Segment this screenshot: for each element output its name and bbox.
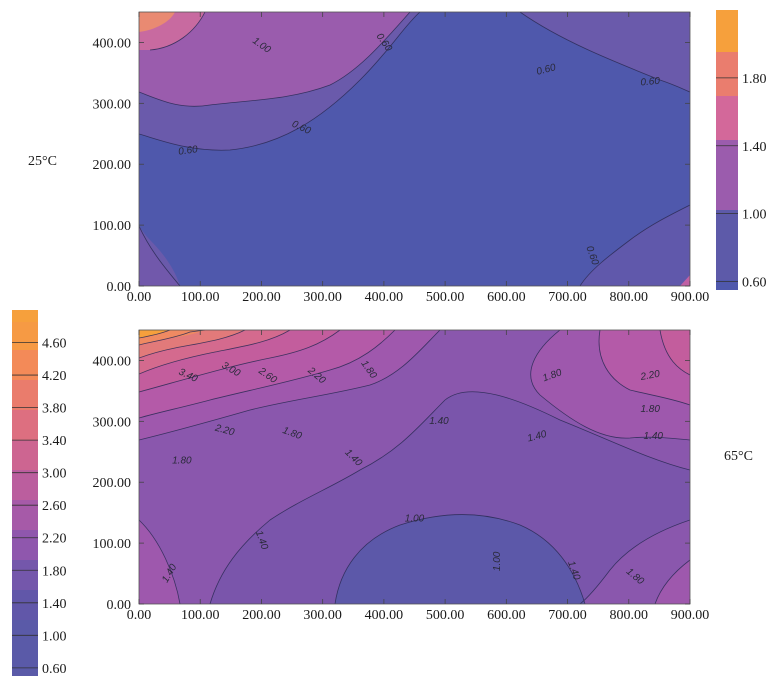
contour-label: 0.60: [535, 62, 557, 78]
y-tick-label: 300.00: [93, 415, 132, 430]
x-tick-label: 500.00: [426, 290, 465, 305]
x-tick-label: 200.00: [242, 290, 281, 305]
x-tick-label: 800.00: [610, 290, 649, 305]
contour-label: 1.40: [429, 416, 449, 427]
contour-label: 1.00: [405, 513, 425, 524]
contour-label: 0.60: [178, 144, 199, 158]
panel-65c: 0.00 100.00 200.00 300.00 400.00 500.00 600.00…: [12, 310, 753, 676]
y-tick-label: 400.00: [93, 36, 132, 51]
colorbar-65c: 0.60 1.00 1.40 1.80 2.20 2.60 3.00 3.40 3.80 4.20…: [12, 310, 67, 676]
x-tick-label: 300.00: [303, 290, 342, 305]
y-tick-label: 100.00: [93, 219, 132, 234]
contour-label: 1.40: [526, 429, 548, 445]
colorbar-tick-label: 4.20: [42, 369, 67, 384]
plot-frame-65c: [138, 329, 691, 605]
plot-frame-25c: [138, 11, 691, 287]
colorbar-tick-label: 3.00: [42, 467, 67, 482]
x-tick-label: 300.00: [303, 608, 342, 623]
axis-ticks-25c: 0.00 100.00 200.00 300.00 400.00 500.00 600.00…: [93, 12, 710, 305]
contour-label: 1.80: [640, 404, 660, 415]
colorbar-tick-label: 1.40: [42, 597, 67, 612]
contour-fill-65c: [139, 330, 690, 604]
y-tick-label: 0.00: [107, 598, 132, 613]
x-tick-label: 0.00: [127, 290, 152, 305]
x-tick-label: 400.00: [365, 290, 404, 305]
colorbar-tick-label: 4.60: [42, 337, 67, 352]
contour-fill-25c: [139, 12, 690, 286]
y-tick-label: 300.00: [93, 97, 132, 112]
colorbar-tick-label: 0.60: [742, 276, 767, 291]
x-tick-label: 400.00: [365, 608, 404, 623]
x-tick-label: 500.00: [426, 608, 465, 623]
colorbar-tick-label: 1.00: [42, 629, 67, 644]
y-tick-label: 400.00: [93, 354, 132, 369]
colorbar-tick-label: 3.40: [42, 434, 67, 449]
x-tick-label: 900.00: [671, 608, 710, 623]
x-tick-label: 200.00: [242, 608, 281, 623]
contour-label: 1.80: [172, 456, 192, 467]
contour-label: 0.60: [640, 76, 661, 89]
contour-label: 1.40: [644, 431, 664, 442]
x-tick-label: 800.00: [610, 608, 649, 623]
contour-label: 2.20: [213, 423, 236, 439]
colorbar-tick-label: 1.00: [742, 208, 767, 223]
colorbar-tick-label: 1.80: [742, 72, 767, 87]
colorbar-25c: 0.60 1.00 1.40 1.80: [716, 10, 767, 291]
colorbar-tick-label: 3.80: [42, 402, 67, 417]
colorbar-tick-label: 2.60: [42, 499, 67, 514]
x-tick-label: 600.00: [487, 290, 526, 305]
colorbar-tick-label: 1.80: [42, 564, 67, 579]
axis-ticks-65c: 0.00 100.00 200.00 300.00 400.00 500.00 600.00…: [93, 330, 710, 623]
y-tick-label: 200.00: [93, 476, 132, 491]
contour-label: 1.00: [492, 551, 503, 571]
side-label-65c: 65°C: [724, 449, 753, 464]
y-tick-label: 0.00: [107, 280, 132, 295]
colorbar-tick-label: 2.20: [42, 532, 67, 547]
colorbar-tick-label: 0.60: [42, 662, 67, 676]
y-tick-label: 200.00: [93, 158, 132, 173]
side-label-25c: 25°C: [28, 154, 57, 169]
x-tick-label: 600.00: [487, 608, 526, 623]
y-tick-label: 100.00: [93, 537, 132, 552]
contour-label: 2.20: [639, 369, 661, 383]
x-tick-label: 900.00: [671, 290, 710, 305]
x-tick-label: 100.00: [181, 290, 220, 305]
x-tick-label: 700.00: [548, 608, 587, 623]
contour-labels-25c: 0.600.600.601.000.600.600.60: [178, 31, 661, 267]
colorbar-tick-label: 1.40: [742, 140, 767, 155]
x-tick-label: 100.00: [181, 608, 220, 623]
x-tick-label: 700.00: [548, 290, 587, 305]
x-tick-label: 0.00: [127, 608, 152, 623]
panel-25c: 0.00 100.00 200.00 300.00 400.00 500.00 600.00…: [28, 10, 767, 305]
